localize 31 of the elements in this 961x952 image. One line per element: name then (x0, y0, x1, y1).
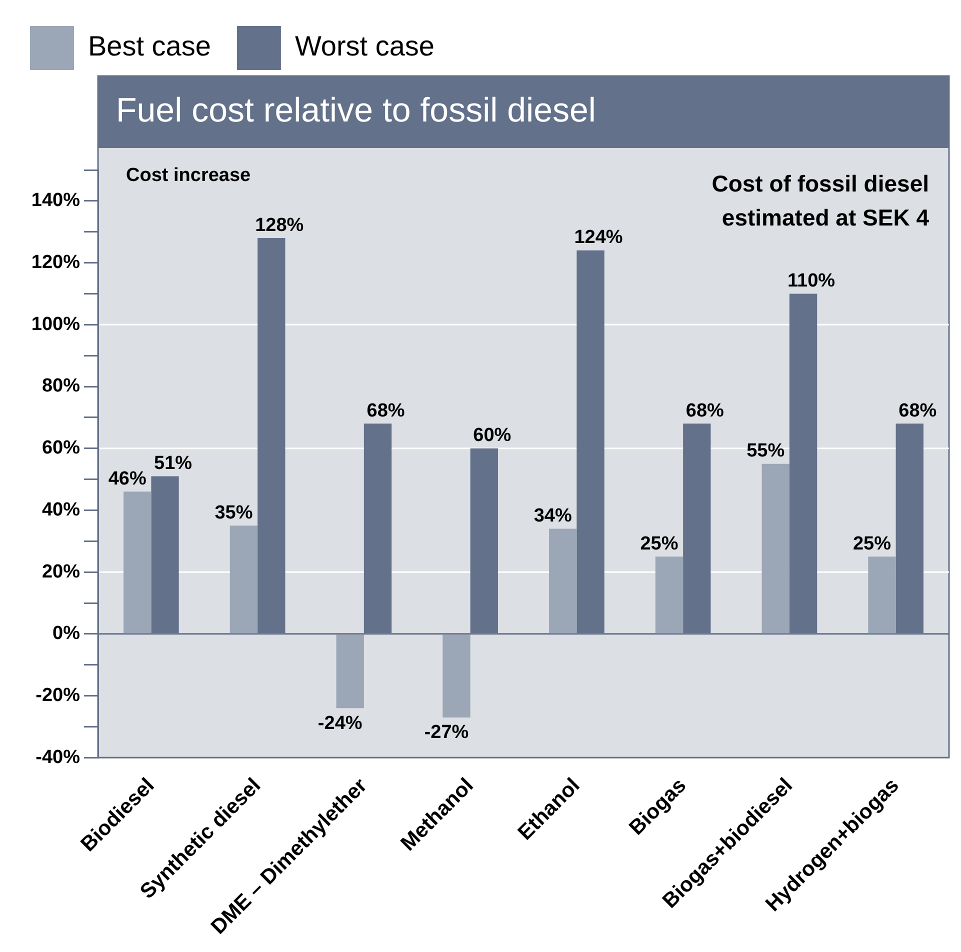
legend-label: Worst case (294, 30, 434, 62)
y-tick-label: 60% (42, 438, 80, 459)
y-tick-label: 20% (42, 561, 80, 582)
chart-title: Fuel cost relative to fossil diesel (116, 91, 596, 130)
y-tick-label: 100% (31, 314, 80, 335)
y-tick-label: 0% (52, 623, 80, 644)
y-tick-label: 120% (31, 252, 80, 274)
annotation: Cost of fossil diesel estimated at SEK 4 (712, 170, 930, 230)
y-tick-label: 80% (42, 376, 80, 397)
data-label: 124% (574, 227, 623, 248)
data-label: 110% (787, 270, 836, 292)
data-label: 25% (640, 533, 678, 554)
data-label: 34% (534, 506, 572, 527)
data-label: 60% (473, 425, 512, 446)
data-label: 46% (108, 468, 146, 490)
data-label: 55% (746, 440, 785, 462)
y-tick-label: -20% (36, 685, 80, 706)
legend-label: Best case (88, 30, 211, 62)
data-label: 51% (154, 452, 192, 474)
y-tick-label: -40% (36, 746, 80, 768)
data-label: 68% (366, 400, 405, 422)
data-label: -27% (424, 722, 469, 744)
data-label: 35% (214, 502, 253, 524)
y-tick-label: 140% (31, 190, 80, 212)
data-label: -24% (318, 712, 362, 734)
data-label: 68% (898, 400, 937, 422)
data-label: 25% (852, 533, 892, 554)
data-label: 128% (255, 214, 304, 236)
data-label: 68% (686, 400, 724, 422)
y-tick-label: 40% (42, 499, 80, 520)
annotation: Cost increase (126, 165, 251, 186)
